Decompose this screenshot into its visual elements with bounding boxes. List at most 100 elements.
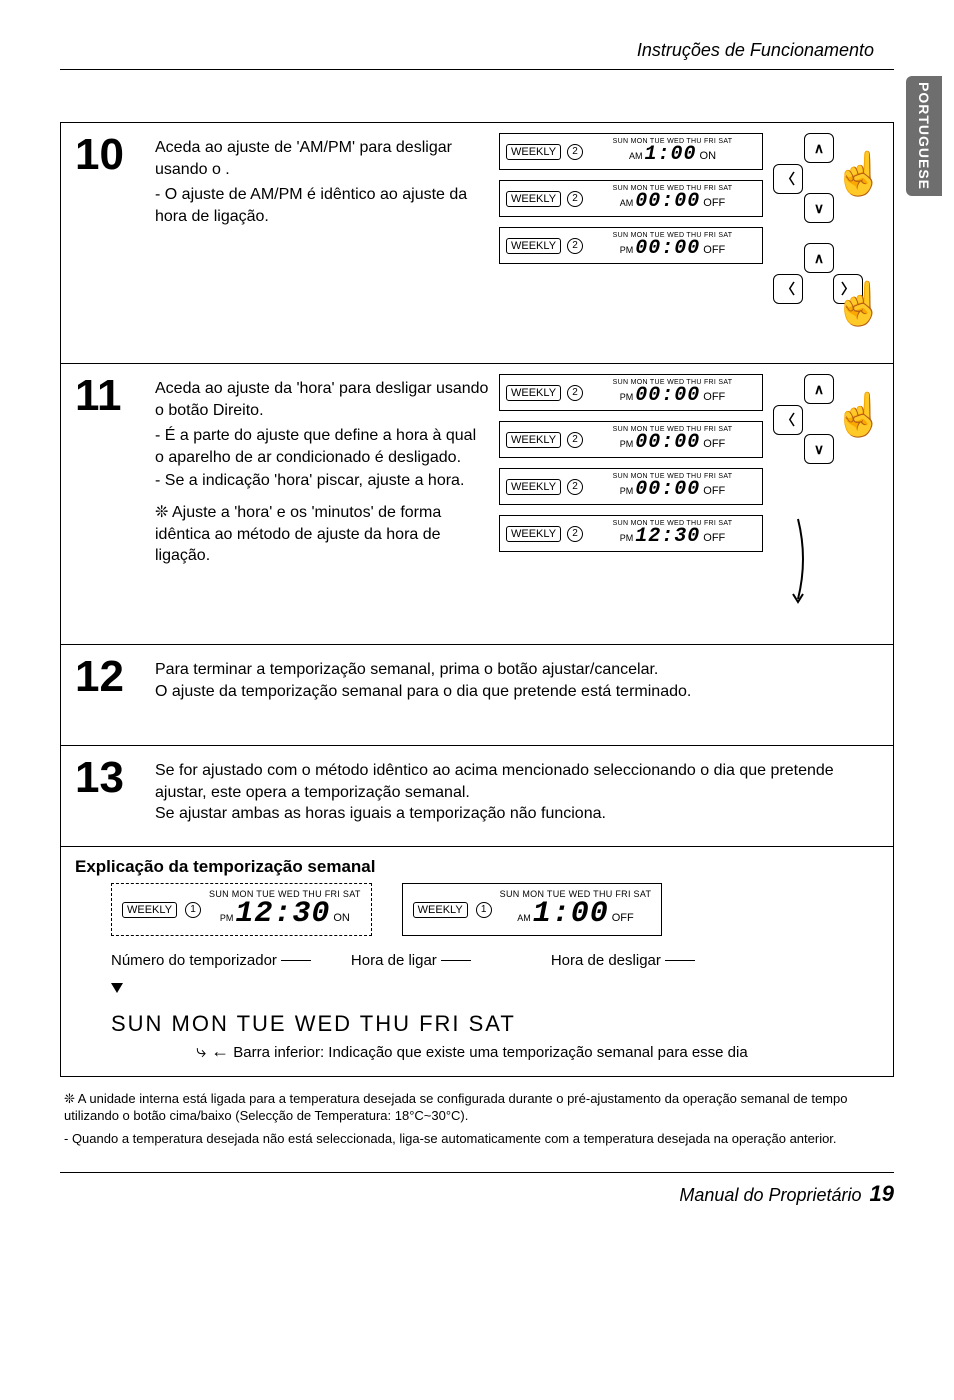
seven-segment: 1:00 xyxy=(533,897,609,931)
triangle-down-icon xyxy=(111,983,123,993)
step-illustration: WEEKLY 2 SUN MON TUE WED THU FRI SAT AM1… xyxy=(499,123,893,363)
step-bullet: - Se a indicação 'hora' piscar, ajuste a… xyxy=(155,470,489,492)
remote-dpad-illustration: ∧ ∨ 〈 ☝ ∧ 〈 〉 ☝ xyxy=(773,133,883,353)
explanation-section: Explicação da temporização semanal WEEKL… xyxy=(61,847,893,1076)
timer-number-icon: 2 xyxy=(567,191,583,207)
step-text: Aceda ao ajuste da 'hora' para desligar … xyxy=(155,364,499,644)
ampm-indicator: PM xyxy=(620,486,634,496)
ampm-indicator: AM xyxy=(517,913,531,923)
step-bullet: - O ajuste de AM/PM é idêntico ao ajuste… xyxy=(155,184,489,227)
timer-number-icon: 1 xyxy=(476,902,492,918)
days-large-row: SUN MON TUE WED THU FRI SAT xyxy=(61,997,893,1041)
lcd-panel: WEEKLY 2 SUN MON TUE WED THU FRI SAT PM1… xyxy=(499,515,763,552)
on-off-indicator: ON xyxy=(700,150,717,162)
step-13-row: 13 Se for ajustado com o método idêntico… xyxy=(61,746,893,847)
step-paragraph: Se ajustar ambas as horas iguais a tempo… xyxy=(155,803,883,825)
dpad-left-button[interactable]: 〈 xyxy=(773,405,803,435)
step-paragraph: ❊ Ajuste a 'hora' e os 'minutos' de form… xyxy=(155,502,489,567)
timer-number-icon: 2 xyxy=(567,144,583,160)
dpad-up-button[interactable]: ∧ xyxy=(804,374,834,404)
explanation-heading: Explicação da temporização semanal xyxy=(61,847,893,883)
seven-segment: 00:00 xyxy=(635,478,700,501)
weekly-tag: WEEKLY xyxy=(122,902,177,918)
step-text: Para terminar a temporização semanal, pr… xyxy=(155,645,893,745)
step-text: Aceda ao ajuste de 'AM/PM' para desligar… xyxy=(155,123,499,363)
seven-segment: 1:00 xyxy=(645,143,697,166)
on-off-indicator: OFF xyxy=(703,391,725,403)
days-text: SUN MON TUE WED THU FRI SAT xyxy=(111,1011,516,1036)
timer-number-icon: 1 xyxy=(185,902,201,918)
bar-indicator-explanation: ⤷ ← Barra inferior: Indicação que existe… xyxy=(61,1041,893,1076)
page-number: 19 xyxy=(870,1181,894,1207)
dpad-left-button[interactable]: 〈 xyxy=(773,274,803,304)
footnote: ❊ A unidade interna está ligada para a t… xyxy=(64,1091,890,1125)
weekly-tag: WEEKLY xyxy=(413,902,468,918)
lcd-panel: WEEKLY 2 SUN MON TUE WED THU FRI SAT PM0… xyxy=(499,227,763,264)
on-off-indicator: OFF xyxy=(703,532,725,544)
seven-segment: 00:00 xyxy=(635,237,700,260)
seven-segment: 00:00 xyxy=(635,431,700,454)
dpad-left-button[interactable]: 〈 xyxy=(773,164,803,194)
step-12-row: 12 Para terminar a temporização semanal,… xyxy=(61,645,893,746)
step-paragraph: O ajuste da temporização semanal para o … xyxy=(155,681,883,703)
on-off-indicator: OFF xyxy=(703,485,725,497)
timer-number-icon: 2 xyxy=(567,238,583,254)
ampm-indicator: PM xyxy=(620,245,634,255)
on-off-indicator: OFF xyxy=(703,197,725,209)
step-10-row: 10 Aceda ao ajuste de 'AM/PM' para desli… xyxy=(61,123,893,364)
step-text: Se for ajustado com o método idêntico ao… xyxy=(155,746,893,846)
callout-labels: Número do temporizador Hora de ligar Hor… xyxy=(61,946,893,979)
lcd-panel: WEEKLY 2 SUN MON TUE WED THU FRI SAT PM0… xyxy=(499,421,763,458)
header-rule xyxy=(60,69,894,70)
ampm-indicator: AM xyxy=(620,198,634,208)
seven-segment: 12:30 xyxy=(235,897,330,931)
step-number: 11 xyxy=(61,364,155,644)
curved-arrow-icon xyxy=(783,514,813,604)
dpad-up-button[interactable]: ∧ xyxy=(804,243,834,273)
hand-pointer-icon: ☝ xyxy=(833,283,885,325)
timer-number-icon: 2 xyxy=(567,479,583,495)
callout-label: Hora de desligar xyxy=(551,952,661,969)
timer-number-icon: 2 xyxy=(567,526,583,542)
callout-label: Número do temporizador xyxy=(111,952,277,969)
ampm-indicator: PM xyxy=(620,392,634,402)
step-paragraph: Para terminar a temporização semanal, pr… xyxy=(155,659,883,681)
dpad-up-button[interactable]: ∧ xyxy=(804,133,834,163)
dpad-down-button[interactable]: ∨ xyxy=(804,193,834,223)
lcd-panel: WEEKLY 2 SUN MON TUE WED THU FRI SAT AM1… xyxy=(499,133,763,170)
dpad-down-button[interactable]: ∨ xyxy=(804,434,834,464)
callout-label: Hora de ligar xyxy=(351,952,437,969)
hand-pointer-icon: ☝ xyxy=(833,394,885,436)
on-off-indicator: OFF xyxy=(703,438,725,450)
step-paragraph: Aceda ao ajuste de 'AM/PM' para desligar… xyxy=(155,137,489,180)
timer-number-icon: 2 xyxy=(567,432,583,448)
footnote: - Quando a temperatura desejada não está… xyxy=(64,1131,890,1148)
step-paragraph: Se for ajustado com o método idêntico ao… xyxy=(155,760,883,803)
seven-segment: 12:30 xyxy=(635,525,700,548)
on-off-indicator: OFF xyxy=(703,244,725,256)
weekly-tag: WEEKLY xyxy=(506,526,561,542)
step-paragraph: Aceda ao ajuste da 'hora' para desligar … xyxy=(155,378,489,421)
ampm-indicator: PM xyxy=(220,913,234,923)
on-off-indicator: OFF xyxy=(612,912,634,924)
weekly-tag: WEEKLY xyxy=(506,144,561,160)
weekly-tag: WEEKLY xyxy=(506,432,561,448)
weekly-tag: WEEKLY xyxy=(506,385,561,401)
step-11-row: 11 Aceda ao ajuste da 'hora' para deslig… xyxy=(61,364,893,645)
timer-number-icon: 2 xyxy=(567,385,583,401)
step-number: 10 xyxy=(61,123,155,363)
step-number: 13 xyxy=(61,746,155,846)
remote-dpad-illustration: ∧ ∨ 〈 ☝ xyxy=(773,374,883,634)
language-tab: PORTUGUESE xyxy=(906,76,942,196)
ampm-indicator: PM xyxy=(620,439,634,449)
step-bullet: - É a parte do ajuste que define a hora … xyxy=(155,425,489,468)
lcd-panel-large: WEEKLY 1 SUN MON TUE WED THU FRI SAT PM1… xyxy=(111,883,372,936)
lcd-panel: WEEKLY 2 SUN MON TUE WED THU FRI SAT PM0… xyxy=(499,468,763,505)
lcd-panel: WEEKLY 2 SUN MON TUE WED THU FRI SAT PM0… xyxy=(499,374,763,411)
page-footer: Manual do Proprietário 19 xyxy=(60,1172,894,1207)
lcd-panel-large: WEEKLY 1 SUN MON TUE WED THU FRI SAT AM1… xyxy=(402,883,663,936)
step-number: 12 xyxy=(61,645,155,745)
weekly-tag: WEEKLY xyxy=(506,238,561,254)
seven-segment: 00:00 xyxy=(635,384,700,407)
on-off-indicator: ON xyxy=(333,912,350,924)
